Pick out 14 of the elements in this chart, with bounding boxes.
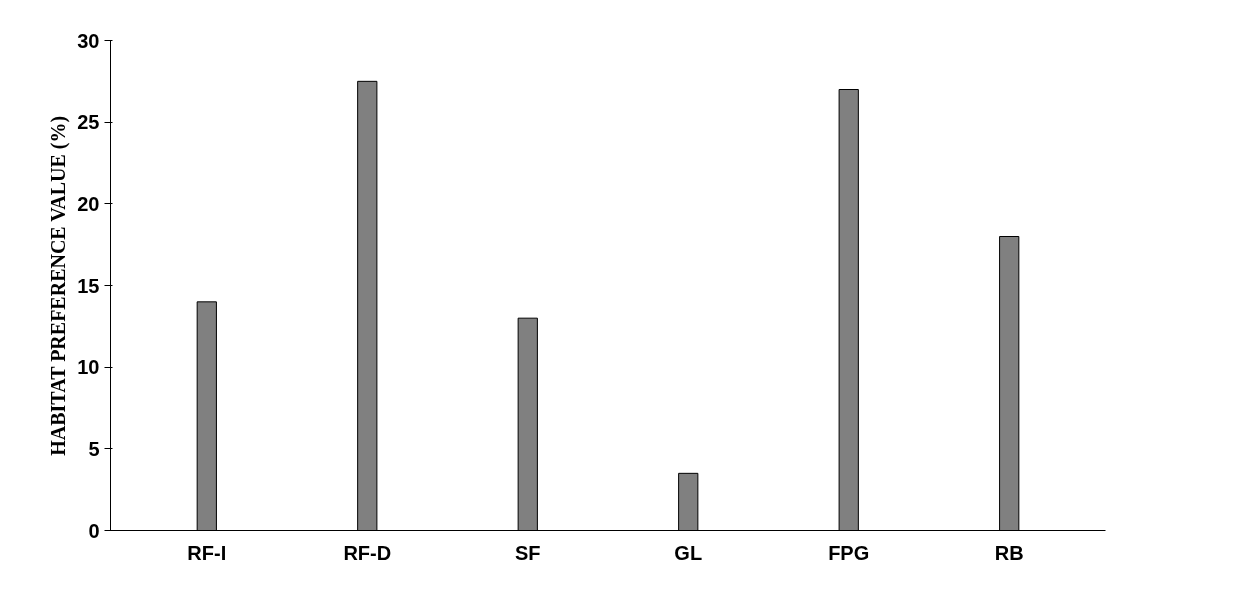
- y-tick-label: 0: [88, 519, 100, 542]
- x-tick-label: RF-I: [187, 541, 227, 564]
- y-tick-label: 15: [77, 274, 100, 297]
- x-tick-label: SF: [514, 541, 541, 564]
- x-tick-label: RB: [994, 541, 1024, 564]
- y-tick-label: 20: [77, 192, 100, 215]
- x-tick-label: GL: [674, 541, 703, 564]
- x-tick-label: FPG: [828, 541, 870, 564]
- y-tick-label: 25: [77, 111, 100, 134]
- y-tick-label: 30: [77, 29, 100, 52]
- x-tick-label: RF-D: [343, 541, 392, 564]
- y-axis-title: HABITAT PREFERENCE VALUE (%): [47, 115, 71, 456]
- y-tick-label: 5: [88, 437, 100, 460]
- y-tick-label: 10: [77, 356, 100, 379]
